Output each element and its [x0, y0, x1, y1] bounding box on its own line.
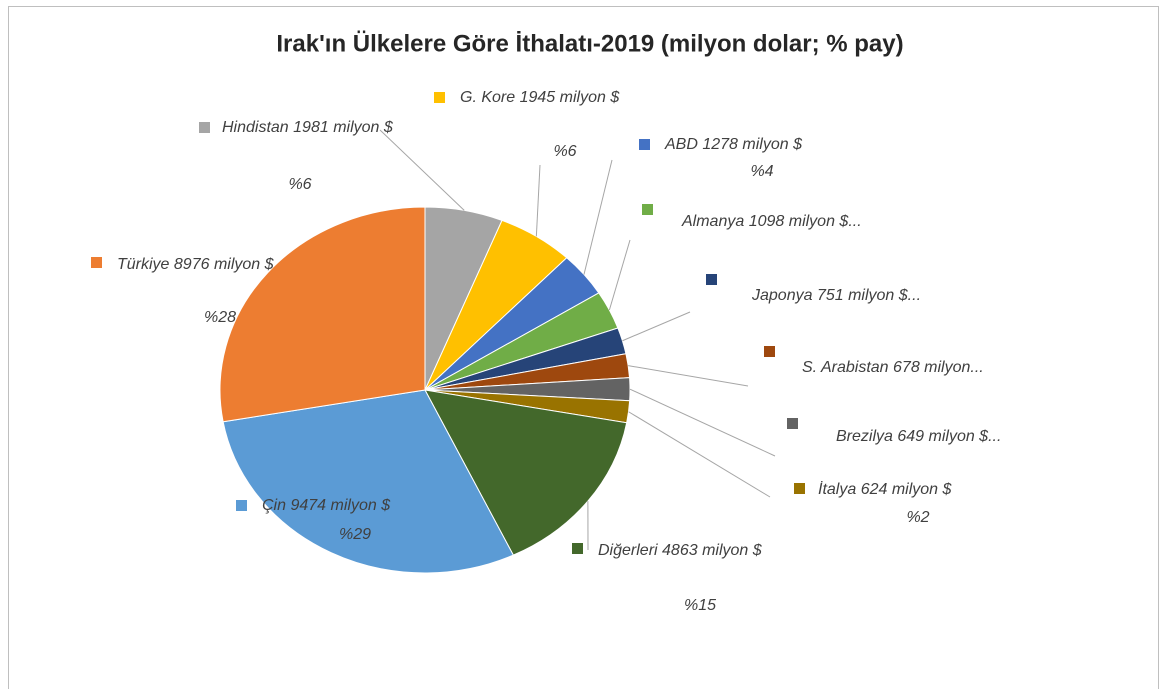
- legend-key: [199, 122, 210, 133]
- percent-label: %6: [553, 143, 576, 160]
- percent-label: %4: [750, 163, 773, 180]
- data-label: Çin 9474 milyon $: [262, 497, 391, 514]
- value-label: 649 milyon $...: [897, 428, 1001, 445]
- percent-label: %29: [339, 526, 371, 543]
- chart-title: Irak'ın Ülkelere Göre İthalatı-2019 (mil…: [276, 30, 903, 57]
- leader-line: [622, 311, 691, 342]
- value-label: 751 milyon $...: [817, 287, 921, 304]
- legend-key: [91, 257, 102, 268]
- pie: [219, 206, 631, 574]
- data-label: Almanya 1098 milyon $...: [681, 213, 862, 230]
- leader-line: [628, 365, 749, 387]
- data-label: Hindistan 1981 milyon $: [222, 119, 394, 136]
- legend-key: [639, 139, 650, 150]
- percent-label: %6: [288, 176, 311, 193]
- legend-key: [434, 92, 445, 103]
- percent-label: %28: [204, 309, 236, 326]
- data-label: Japonya 751 milyon $...: [751, 287, 921, 304]
- data-label: İtalya 624 milyon $: [818, 479, 953, 498]
- category-label: G. Kore: [460, 89, 515, 106]
- leader-line: [535, 164, 541, 237]
- value-label: 1981 milyon $: [293, 119, 394, 136]
- legend-key: [572, 543, 583, 554]
- value-label: 678 milyon...: [893, 359, 984, 376]
- category-label: Türkiye: [117, 256, 170, 273]
- value-label: 9474 milyon $: [290, 497, 391, 514]
- percent-label: %2: [906, 509, 929, 526]
- data-label: Diğerleri 4863 milyon $: [598, 542, 763, 559]
- legend-key: [787, 418, 798, 429]
- leader-line: [379, 129, 465, 211]
- category-label: Çin: [262, 497, 286, 514]
- value-label: 1278 milyon $: [702, 136, 803, 153]
- value-label: 8976 milyon $: [174, 256, 275, 273]
- leader-line: [608, 239, 631, 311]
- category-label: Brezilya: [836, 428, 893, 445]
- category-label: Hindistan: [222, 119, 289, 136]
- category-label: ABD: [664, 136, 698, 153]
- value-label: 1945 milyon $: [520, 89, 621, 106]
- legend-key: [764, 346, 775, 357]
- percent-label: %15: [684, 597, 716, 614]
- legend-key: [642, 204, 653, 215]
- value-label: 624 milyon $: [861, 481, 953, 498]
- leader-line: [628, 411, 771, 498]
- category-label: İtalya: [818, 479, 856, 498]
- category-label: Almanya: [681, 213, 744, 230]
- leader-line: [629, 388, 776, 457]
- category-label: Japonya: [751, 287, 813, 304]
- data-label: G. Kore 1945 milyon $: [460, 89, 620, 106]
- value-label: 1098 milyon $...: [749, 213, 862, 230]
- data-label: S. Arabistan 678 milyon...: [802, 359, 984, 376]
- data-label: Türkiye 8976 milyon $: [117, 256, 275, 273]
- pie-slice: [424, 389, 628, 556]
- data-label: Brezilya 649 milyon $...: [836, 428, 1001, 445]
- category-label: S. Arabistan: [802, 359, 889, 376]
- value-label: 4863 milyon $: [662, 542, 763, 559]
- pie-slice: [219, 206, 426, 423]
- legend-key: [236, 500, 247, 511]
- leader-line: [583, 159, 613, 275]
- category-label: Diğerleri: [598, 542, 658, 559]
- data-label: ABD 1278 milyon $: [664, 136, 803, 153]
- legend-key: [794, 483, 805, 494]
- pie-slice: [222, 389, 515, 574]
- legend-key: [706, 274, 717, 285]
